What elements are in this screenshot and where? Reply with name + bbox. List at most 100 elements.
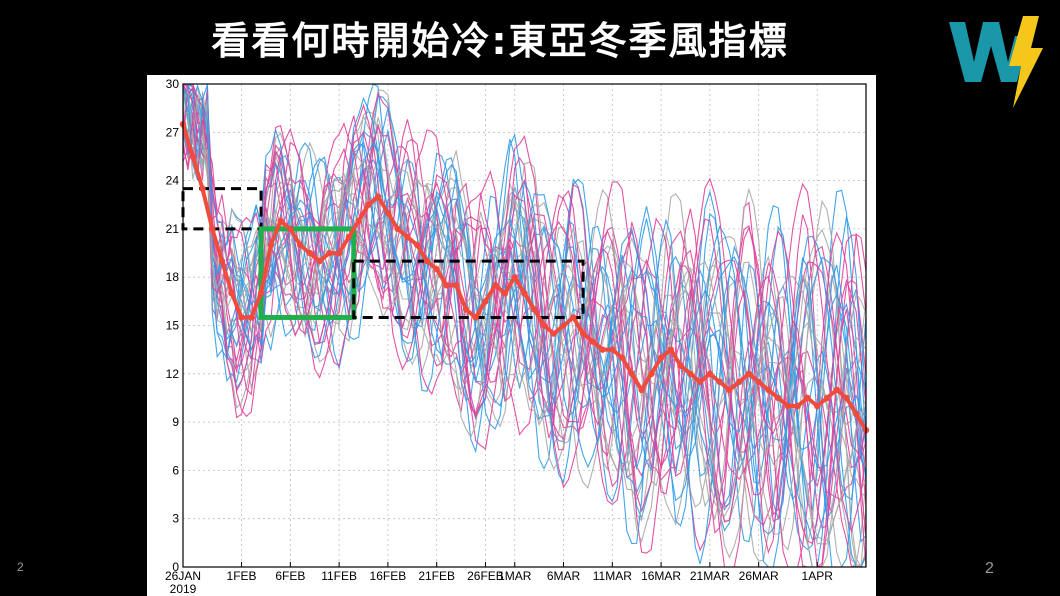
ensemble-mean-point (482, 298, 489, 305)
ensemble-member-line (182, 89, 867, 461)
ensemble-mean-point (540, 322, 548, 329)
x-tick-label: 26MAR (739, 569, 779, 583)
ensemble-mean-point (462, 306, 470, 313)
ensemble-mean-point (209, 225, 216, 233)
ensemble-mean-point (384, 209, 392, 216)
brand-logo-icon (949, 16, 1043, 108)
ensemble-mean-point (706, 370, 714, 377)
y-tick-label: 3 (172, 512, 179, 526)
x-tick-label: 1APR (802, 569, 834, 583)
ensemble-mean-point (657, 354, 665, 361)
ensemble-mean-point (843, 394, 850, 402)
ensemble-mean-point (267, 241, 275, 249)
ensemble-mean-point (677, 362, 684, 369)
ensemble-mean-point (238, 314, 245, 321)
x-tick-label: 6FEB (275, 569, 305, 583)
y-tick-label: 24 (166, 174, 180, 188)
ensemble-mean-point (755, 378, 762, 386)
brand-logo (945, 14, 1045, 110)
x-tick-label: 21MAR (690, 569, 730, 583)
highlight-box-green (258, 226, 357, 320)
y-tick-label: 6 (172, 463, 179, 477)
y-tick-label: 9 (172, 415, 179, 429)
ensemble-mean-point (726, 386, 733, 394)
ensemble-mean-point (335, 249, 343, 257)
ensemble-mean-point (531, 306, 538, 313)
ensemble-mean-point (648, 370, 655, 377)
ensemble-mean-point (550, 330, 557, 337)
ensemble-mean-point (355, 217, 362, 225)
ensemble-member-line (183, 83, 867, 568)
x-tick-label: 21FEB (418, 569, 455, 583)
ensemble-mean-point (453, 282, 460, 289)
ensemble-mean-point (501, 290, 509, 297)
ensemble-mean-point (199, 185, 206, 192)
ensemble-member-line (182, 84, 867, 477)
ensemble-mean-point (326, 249, 333, 257)
ensemble-mean-point (599, 346, 606, 353)
ensemble-mean-point (774, 394, 782, 402)
ensemble-mean-point (257, 290, 265, 297)
highlight-box-dashed (352, 259, 585, 319)
ensemble-mean-point (833, 386, 840, 394)
ensemble-mean-point (560, 322, 567, 329)
y-tick-layer: 0 3 6 9 12 15 18 21 24 27 30 (166, 77, 180, 574)
ensemble-mean-point (570, 314, 577, 321)
y-tick-label: 30 (166, 77, 180, 91)
x-tick-label: 1FEB (227, 569, 257, 583)
ensemble-mean-point (413, 241, 421, 249)
ensemble-mean-point (735, 378, 743, 386)
ensemble-mean-point (248, 314, 255, 321)
ensemble-mean-point (443, 282, 450, 289)
y-tick-label: 0 (172, 560, 179, 574)
x-tick-label: 26FEB (467, 569, 504, 583)
ensemble-mean-point (823, 394, 831, 402)
page-number-left: 2 (17, 560, 24, 574)
ensemble-mean-point (609, 346, 616, 353)
x-tick-label: 11FEB (321, 569, 357, 583)
mean-layer (179, 121, 870, 434)
x-tick-label: 1MAR (498, 569, 532, 583)
ensemble-mean-point (277, 217, 284, 225)
ensemble-mean-point (316, 257, 323, 265)
ensemble-mean-point (716, 378, 723, 386)
ensemble-mean-point (492, 282, 499, 289)
y-tick-label: 15 (166, 319, 180, 333)
y-tick-label: 27 (166, 125, 180, 139)
ensemble-mean-point (394, 225, 401, 233)
ensemble-mean-point (618, 354, 626, 361)
ensemble-mean-point (687, 370, 694, 377)
ensemble-mean-point (579, 330, 587, 337)
ensemble-member-line (182, 83, 867, 568)
ensemble-mean-point (853, 410, 860, 418)
x-tick-label: 16MAR (641, 569, 681, 583)
ensemble-mean-point (628, 370, 636, 377)
ensemble-mean-point (423, 257, 431, 265)
ensemble-member-line (182, 89, 867, 422)
ensemble-mean-point (404, 233, 411, 241)
ensemble-mean-point (814, 402, 821, 410)
ensemble-mean-point (804, 394, 811, 402)
ensemble-layer (182, 83, 867, 569)
logo-bolt-shape (1009, 16, 1043, 108)
ensemble-member-line (182, 91, 867, 416)
ensemble-mean-point (365, 201, 372, 208)
ensemble-member-line (183, 83, 867, 568)
ensemble-mean-point (784, 402, 792, 410)
chart-panel: 0 3 6 9 12 15 18 21 24 27 30 26JAN 1FEB 6FEB 11FEB 16F… (147, 75, 876, 596)
ensemble-mean-point (218, 257, 226, 265)
logo-w-shape (949, 22, 1029, 82)
ensemble-mean-point (589, 338, 596, 345)
plot-frame (182, 83, 867, 568)
ensemble-mean-point (345, 233, 353, 241)
x-tick-label: 26JAN (165, 569, 201, 583)
x-year-label: 2019 (170, 582, 197, 596)
annotation-layer (181, 187, 585, 320)
ensemble-mean-point (696, 378, 704, 386)
ensemble-mean-point (433, 265, 440, 273)
ensemble-mean-point (511, 274, 518, 281)
ensemble-mean-point (794, 402, 801, 410)
y-tick-label: 21 (166, 222, 180, 236)
ensemble-mean-point (765, 386, 772, 394)
